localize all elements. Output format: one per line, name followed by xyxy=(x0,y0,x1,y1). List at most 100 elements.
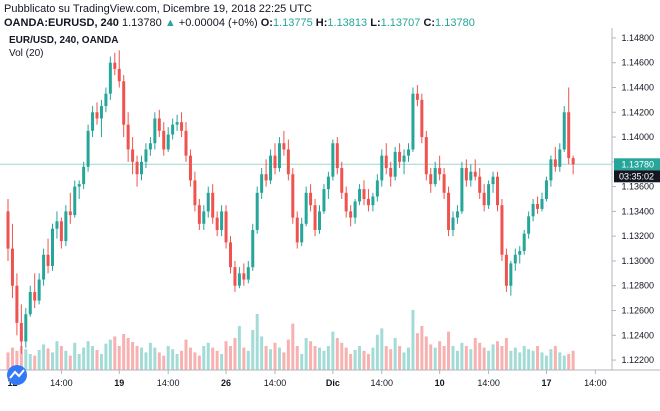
volume-bar xyxy=(260,336,264,370)
volume-bar xyxy=(126,338,130,370)
candle-body xyxy=(166,134,170,150)
candle xyxy=(464,159,468,187)
candle xyxy=(455,205,459,224)
volume-bar xyxy=(380,328,384,370)
price-change: +0.00004 (+0%) xyxy=(178,17,258,29)
candle xyxy=(220,205,224,237)
candle-body xyxy=(220,211,224,230)
candle xyxy=(180,112,184,138)
candle-body xyxy=(358,189,362,202)
x-tick-label: 14:00 xyxy=(50,378,73,388)
volume-bar xyxy=(402,352,406,370)
candle xyxy=(438,155,442,181)
volume-bar xyxy=(233,338,237,370)
candle-body xyxy=(77,184,81,187)
volume-bar xyxy=(46,348,50,370)
volume-bar xyxy=(82,347,86,370)
volume-bar xyxy=(122,334,126,370)
candle xyxy=(442,168,446,199)
volume-bar xyxy=(251,330,255,370)
candle-body xyxy=(304,192,308,224)
y-tick-label: 1.14600 xyxy=(621,58,654,68)
volume-bar xyxy=(460,342,464,370)
y-tick-label: 1.12600 xyxy=(621,306,654,316)
volume-bar xyxy=(527,349,531,370)
candle xyxy=(148,137,152,156)
volume-bar xyxy=(277,347,281,370)
candle xyxy=(140,155,143,181)
candle xyxy=(251,223,255,271)
low-label: L: xyxy=(370,17,381,29)
candle xyxy=(242,263,246,286)
candle-body xyxy=(291,174,295,218)
open-label: O: xyxy=(260,17,273,29)
candle xyxy=(166,127,170,152)
candle xyxy=(536,196,540,214)
candle-body xyxy=(309,192,313,206)
price-chart[interactable]: 1.148001.146001.144001.142001.140001.138… xyxy=(0,28,660,411)
candle-body xyxy=(451,217,455,230)
volume-bar xyxy=(371,347,375,370)
volume-bar xyxy=(313,346,317,370)
candle xyxy=(513,248,517,271)
candle-body xyxy=(429,174,433,185)
candle xyxy=(19,304,23,354)
candle-body xyxy=(513,254,517,264)
candle-body xyxy=(340,168,344,193)
candle xyxy=(108,56,112,100)
candle xyxy=(273,143,277,175)
candle-body xyxy=(251,229,255,268)
candle-body xyxy=(509,263,513,286)
volume-bar xyxy=(544,355,548,370)
x-tick-label: 10 xyxy=(435,378,445,388)
volume-bar xyxy=(229,346,232,370)
candle-body xyxy=(407,149,410,156)
x-tick-label: 14:00 xyxy=(584,378,607,388)
volume-bar xyxy=(184,339,188,370)
candle-body xyxy=(224,211,228,243)
candle-body xyxy=(295,217,299,243)
volume-bar xyxy=(455,350,459,370)
volume-bar xyxy=(113,336,117,370)
candle-body xyxy=(487,184,491,206)
volume-bar xyxy=(157,352,161,370)
published-caption: Pubblicato su TradingView.com, Dicembre … xyxy=(4,3,312,15)
candle-body xyxy=(527,216,531,234)
volume-bar xyxy=(304,338,308,370)
candle-body xyxy=(366,199,370,206)
volume-bar xyxy=(558,352,562,370)
candle xyxy=(206,186,210,218)
candle-body xyxy=(478,176,482,193)
candle xyxy=(300,217,304,247)
candle-body xyxy=(415,93,419,100)
candle-body xyxy=(473,171,477,177)
candle xyxy=(24,308,28,348)
y-tick-label: 1.13600 xyxy=(621,182,654,192)
candle xyxy=(558,143,562,172)
candle xyxy=(33,273,37,309)
candle-body xyxy=(55,221,59,229)
candle-body xyxy=(326,176,330,190)
volume-bar xyxy=(518,352,522,370)
volume-bar xyxy=(99,354,103,370)
volume-bar xyxy=(522,346,526,370)
candle xyxy=(549,155,553,187)
candle xyxy=(86,124,90,172)
candle xyxy=(335,137,339,175)
candle-body xyxy=(549,159,553,181)
candle xyxy=(562,106,566,152)
volume-bar xyxy=(175,354,179,370)
volume-bar xyxy=(64,350,68,370)
volume-bar xyxy=(567,354,571,370)
candle xyxy=(126,112,130,162)
volume-bar xyxy=(188,347,192,370)
candle-body xyxy=(522,233,526,252)
close-label: C: xyxy=(423,17,436,29)
candle-body xyxy=(237,273,241,286)
y-tick-label: 1.14800 xyxy=(621,33,654,43)
volume-bar xyxy=(144,352,148,370)
volume-bar xyxy=(415,333,419,370)
candle xyxy=(51,223,54,271)
volume-bar xyxy=(15,350,19,370)
volume-bar xyxy=(491,344,495,370)
